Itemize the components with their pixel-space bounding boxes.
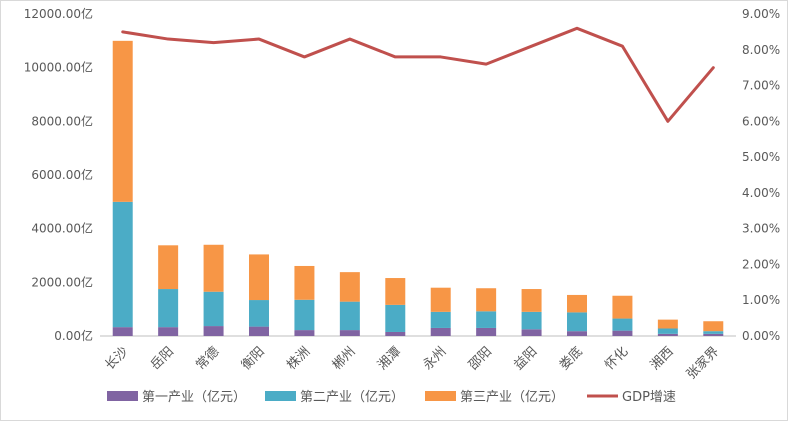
bar-segment-series-2: [204, 292, 224, 326]
bar-segment-series-2: [340, 302, 360, 330]
bar-segment-series-3: [658, 320, 678, 329]
x-tick-label: 怀化: [602, 344, 631, 373]
bar-segment-series-3: [567, 295, 587, 312]
bar-segment-series-3: [249, 254, 269, 300]
y-left-tick-label: 10000.00亿: [24, 60, 93, 75]
legend: 第一产业（亿元） 第二产业（亿元） 第三产业（亿元） GDP增速: [107, 390, 676, 405]
bar-segment-series-1: [249, 327, 269, 336]
bar-segment-series-1: [567, 331, 587, 336]
y-left-tick-label: 12000.00亿: [24, 6, 93, 21]
y-left-tick-label: 4000.00亿: [31, 221, 93, 236]
bar-segment-series-1: [522, 329, 542, 336]
x-tick-label: 益阳: [511, 344, 540, 373]
bar-segment-series-1: [431, 328, 451, 336]
legend-swatch-2: [265, 391, 296, 401]
y-right-tick-label: 9.00%: [742, 7, 780, 21]
x-tick-label: 湘西: [648, 344, 677, 373]
bar-segment-series-2: [431, 312, 451, 328]
bar-segment-series-3: [158, 245, 178, 289]
bar-segment-series-2: [567, 312, 587, 331]
bar-segment-series-3: [340, 272, 360, 302]
bar-segment-series-1: [340, 330, 360, 336]
bar-segment-series-3: [431, 288, 451, 312]
legend-label: 第二产业（亿元）: [300, 390, 404, 405]
y-right-tick-label: 3.00%: [742, 222, 780, 236]
x-tick-label: 邵阳: [466, 344, 495, 373]
x-tick-label: 张家界: [683, 344, 722, 383]
gdp-growth-line: [123, 28, 714, 121]
y-right-tick-label: 4.00%: [742, 186, 780, 200]
bar-segment-series-2: [703, 331, 723, 334]
x-tick-label: 郴州: [330, 344, 359, 373]
x-tick-label: 常德: [193, 344, 222, 373]
bar-segment-series-3: [703, 321, 723, 331]
bar-segment-series-2: [249, 300, 269, 327]
y-left-tick-label: 2000.00亿: [31, 274, 93, 289]
y-right-tick-label: 2.00%: [742, 257, 780, 271]
y-right-tick-label: 1.00%: [742, 293, 780, 307]
bar-segment-series-3: [294, 266, 314, 300]
bar-segment-series-1: [294, 330, 314, 336]
bar-segment-series-2: [385, 305, 405, 332]
x-tick-label: 湘潭: [375, 344, 404, 373]
bar-segment-series-2: [476, 311, 496, 328]
bar-segment-series-1: [612, 331, 632, 336]
bar-segment-series-3: [113, 41, 133, 202]
y-right-tick-label: 5.00%: [742, 150, 780, 164]
bar-segment-series-1: [113, 327, 133, 336]
bar-segment-series-2: [658, 328, 678, 333]
legend-label: 第一产业（亿元）: [142, 390, 246, 405]
legend-swatch-1: [107, 391, 138, 401]
bar-segment-series-2: [612, 319, 632, 331]
bar-segment-series-1: [658, 334, 678, 336]
bar-segment-series-1: [385, 332, 405, 336]
bar-segment-series-1: [703, 334, 723, 336]
x-tick-label: 衡阳: [239, 344, 268, 373]
x-tick-label: 株洲: [284, 344, 313, 373]
y-right-tick-label: 8.00%: [742, 43, 780, 57]
legend-swatch-3: [425, 391, 456, 401]
bar-segment-series-2: [294, 300, 314, 330]
bar-segment-series-3: [522, 289, 542, 312]
bar-segment-series-3: [476, 288, 496, 311]
bar-segment-series-1: [476, 328, 496, 336]
line-layer: [123, 28, 714, 121]
x-tick-label: 岳阳: [148, 344, 177, 373]
bar-segment-series-1: [158, 327, 178, 336]
y-right-tick-label: 0.00%: [742, 329, 780, 343]
legend-label: GDP增速: [622, 390, 676, 405]
legend-label: 第三产业（亿元）: [460, 390, 564, 405]
bar-segment-series-2: [158, 289, 178, 327]
bar-segment-series-3: [612, 296, 632, 319]
bars-layer: [113, 41, 724, 336]
bar-segment-series-3: [204, 245, 224, 292]
x-tick-label: 长沙: [103, 344, 132, 373]
y-left-tick-label: 0.00亿: [54, 328, 93, 343]
bar-segment-series-2: [113, 202, 133, 327]
x-tick-label: 永州: [421, 344, 450, 373]
bar-segment-series-1: [204, 326, 224, 336]
bar-segment-series-3: [385, 278, 405, 305]
bar-segment-series-2: [522, 312, 542, 329]
x-tick-label: 娄底: [556, 344, 586, 374]
y-left-tick-label: 6000.00亿: [31, 167, 93, 182]
y-right-tick-label: 7.00%: [742, 79, 780, 93]
y-right-tick-label: 6.00%: [742, 114, 780, 128]
y-left-tick-label: 8000.00亿: [31, 113, 93, 128]
